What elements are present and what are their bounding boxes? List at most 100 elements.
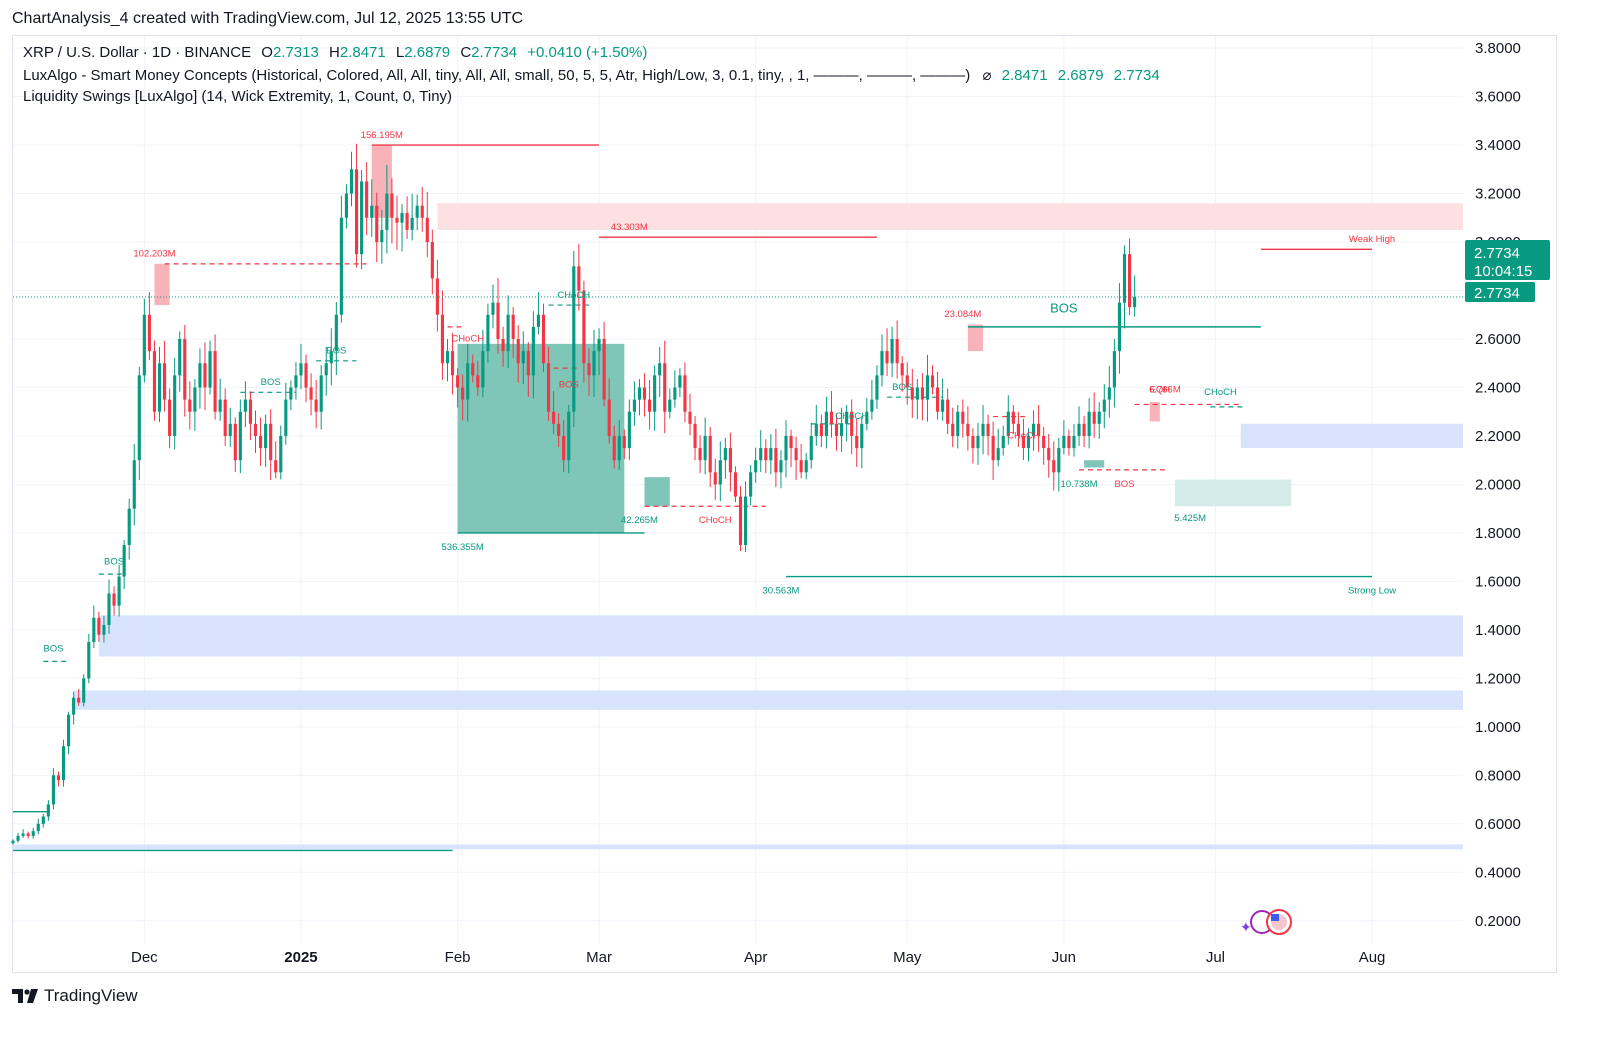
candle-body — [26, 833, 30, 836]
candle-body — [279, 435, 283, 473]
candle-body — [117, 576, 121, 606]
candle-body — [845, 411, 849, 424]
candle-down — [834, 413, 839, 451]
candle-body — [228, 423, 232, 436]
candle-body — [612, 435, 616, 461]
candle-up — [400, 203, 404, 252]
demand-zone — [1240, 423, 1463, 449]
candle-body — [870, 399, 874, 412]
y-tick-label: 1.0000 — [1475, 719, 1521, 736]
demand-zone — [13, 844, 1463, 850]
candle-up — [865, 398, 869, 431]
candle-down — [541, 303, 546, 372]
legend-indicator-liquidity[interactable]: Liquidity Swings [LuxAlgo] (14, Wick Ext… — [23, 88, 452, 105]
candle-down — [365, 162, 369, 236]
candle-down — [895, 320, 899, 379]
candle-body — [769, 448, 773, 461]
indicator-liquidity-label: Liquidity Swings [LuxAlgo] (14, Wick Ext… — [23, 88, 453, 105]
tradingview-logo-text: TradingView — [44, 986, 138, 1005]
candle-down — [390, 178, 394, 244]
candle-down — [168, 388, 172, 449]
candle-body — [789, 435, 793, 449]
candle-body — [420, 205, 424, 218]
candle-up — [668, 388, 672, 419]
candle-down — [935, 371, 940, 420]
candle-body — [582, 290, 586, 364]
candle-up — [289, 380, 293, 411]
candle-body — [137, 375, 141, 461]
candle-up — [486, 303, 490, 363]
candle-down — [764, 439, 768, 474]
candle-down — [1082, 415, 1086, 448]
y-tick-label: 2.2000 — [1475, 428, 1521, 445]
candle-body — [440, 314, 445, 364]
candle-body — [380, 229, 384, 243]
candle-down — [248, 391, 253, 441]
candle-up — [824, 396, 828, 449]
candle-up — [572, 250, 576, 428]
candle-up — [324, 346, 328, 396]
candle-down — [587, 348, 591, 396]
candle-body — [486, 314, 490, 352]
y-axis: 0.2000 0.4000 0.6000 0.8000 1.0000 1.2000 1.40… — [1475, 40, 1521, 930]
candle-up — [385, 164, 389, 254]
close-label: C — [460, 44, 472, 61]
candle-body — [67, 714, 71, 747]
candle-down — [405, 196, 409, 239]
chart-frame[interactable] — [12, 35, 1557, 973]
candle-down — [946, 388, 950, 435]
candle-body — [910, 387, 914, 400]
low-value: 2.6879 — [404, 44, 451, 61]
legend-indicator-smc[interactable]: LuxAlgo - Smart Money Concepts (Historic… — [23, 66, 1160, 84]
price-badges: 2.7734 10:04:15 2.7734 — [1465, 240, 1550, 302]
candle-down — [1011, 405, 1015, 435]
candle-down — [471, 354, 475, 383]
candle-body — [865, 411, 869, 424]
candle-up — [334, 301, 338, 376]
annotation-label: 536.355M — [442, 542, 484, 553]
candle-down — [77, 689, 81, 706]
candle-up — [127, 498, 131, 560]
candle-body — [385, 193, 389, 230]
candle-up — [349, 151, 354, 207]
annotation-label: CHoCH — [1007, 430, 1040, 441]
candle-up — [996, 428, 1000, 467]
x-tick-label: May — [893, 949, 922, 966]
candle-body — [521, 351, 525, 364]
candle-body — [622, 435, 626, 449]
candle-body — [693, 423, 697, 449]
annotation-label: 6.786M — [1149, 384, 1181, 395]
event-icons[interactable]: ✦ — [1240, 909, 1292, 935]
candle-body — [1011, 411, 1015, 424]
candle-up — [567, 405, 571, 474]
candle-body — [208, 351, 212, 388]
indicator-value-3: 2.7734 — [1113, 67, 1160, 84]
supply-zone — [437, 203, 1463, 230]
annotation-label: CHoCH — [835, 411, 868, 422]
candle-body — [476, 375, 480, 388]
candle-down — [582, 280, 586, 383]
candle-body — [829, 411, 834, 424]
annotation-label: 23.084M — [944, 309, 981, 320]
annotation-label: BOS — [1114, 479, 1134, 490]
zones-layer — [13, 145, 1463, 850]
candle-up — [779, 450, 783, 489]
candle-body — [966, 423, 970, 436]
candle-up — [238, 399, 242, 474]
candle-body — [87, 642, 91, 679]
candle-body — [21, 833, 25, 836]
candle-body — [855, 435, 859, 449]
tradingview-logo[interactable]: TradingView — [12, 986, 138, 1006]
candle-up — [294, 362, 298, 400]
change-value: +0.0410 (+1.50%) — [527, 44, 648, 61]
candle-body — [243, 399, 247, 412]
annotation-label: 30.563M — [762, 586, 799, 597]
candle-body — [642, 387, 647, 400]
candle-body — [349, 169, 354, 194]
candle-body — [248, 399, 253, 424]
candle-body — [430, 242, 434, 279]
candle-body — [157, 363, 162, 412]
candle-down — [1067, 429, 1071, 456]
candle-body — [809, 435, 813, 461]
